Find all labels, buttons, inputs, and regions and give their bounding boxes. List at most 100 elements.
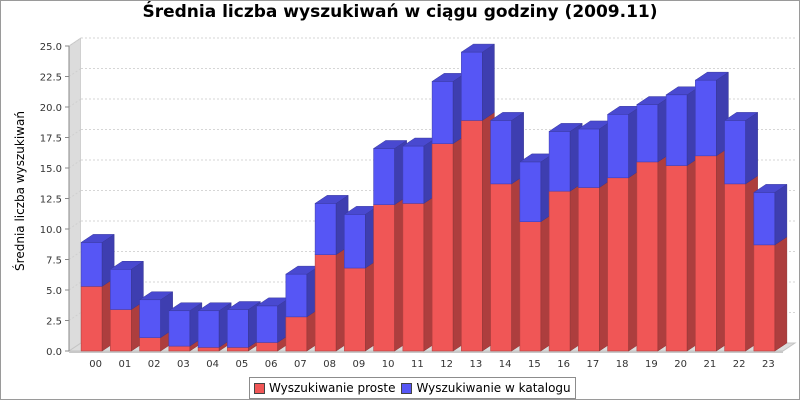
bar-top-16 [548,123,583,132]
side-wall [68,37,82,352]
x-tick-label-01: 01 [119,359,132,370]
gridline-side [68,281,82,291]
bar-side-simple-23 [774,236,788,352]
bar-top-21 [694,71,730,81]
x-tick-label-19: 19 [645,359,658,370]
bar-simple-16 [548,190,571,352]
bar-top-00 [80,234,115,243]
x-tick-label-11: 11 [411,359,424,370]
bar-simple-11 [402,203,425,352]
x-tick-label-23: 23 [762,359,775,370]
x-tick-label-02: 02 [148,359,161,370]
gridline-side [68,312,82,321]
bar-catalog-01 [110,268,132,310]
y-tick-label: 5.0 [46,286,62,297]
bar-catalog-19 [636,104,659,163]
legend-item-catalog: Wyszukiwanie w katalogu [401,381,571,395]
bar-simple-17 [578,187,600,352]
x-tick-label-17: 17 [587,359,600,370]
bar-simple-15 [519,221,542,352]
legend-swatch-simple [254,382,265,394]
y-tick-label: 12.5 [40,195,62,206]
x-tick-label-21: 21 [704,359,717,370]
bar-simple-02 [139,337,161,352]
bar-catalog-18 [607,114,629,179]
x-tick-label-00: 00 [89,359,102,370]
bar-simple-06 [256,342,278,352]
bar-simple-23 [753,244,776,352]
bar-catalog-13 [461,51,483,121]
bar-top-22 [723,112,759,121]
bar-catalog-07 [285,273,308,318]
bar-simple-07 [285,316,308,352]
x-tick-label-08: 08 [323,359,336,370]
bar-catalog-16 [548,131,571,192]
x-tick-label-16: 16 [557,359,570,370]
y-tick-label: 15.0 [40,164,62,175]
gridline-side [68,220,82,230]
floor-edge [69,351,783,353]
bar-catalog-09 [344,214,366,269]
bar-top-05 [226,301,262,310]
bar-catalog-12 [431,81,454,144]
bar-top-23 [753,184,788,193]
x-tick-label-13: 13 [470,359,483,370]
y-tick-label: 7.5 [46,256,62,267]
y-tick-label: 22.5 [40,73,62,84]
bar-side-catalog-22 [745,111,758,185]
bar-simple-14 [490,183,512,352]
legend-label-simple: Wyszukiwanie proste [269,381,396,395]
bar-simple-09 [344,267,366,352]
bar-catalog-10 [373,148,395,205]
bar-catalog-06 [256,305,278,343]
bar-simple-12 [431,143,454,352]
bar-simple-03 [168,345,191,352]
y-tick-label: 17.5 [40,134,62,145]
bar-simple-08 [314,254,337,352]
bar-simple-00 [80,286,103,352]
bar-side-catalog-23 [774,183,788,246]
bar-catalog-17 [578,128,600,188]
bar-catalog-04 [197,310,220,348]
bar-catalog-00 [80,242,103,287]
bar-catalog-14 [490,120,512,185]
gridline-side [68,251,82,260]
bar-catalog-02 [139,299,161,338]
bar-top-14 [489,112,525,121]
bar-top-02 [138,291,174,301]
legend-item-simple: Wyszukiwanie proste [254,381,395,395]
bar-catalog-11 [402,145,425,204]
bar-top-03 [168,302,203,311]
gridline-side [68,68,82,77]
x-tick-label-15: 15 [528,359,541,370]
y-tick-label: 0.0 [46,347,62,358]
y-tick-label: 25.0 [40,42,62,53]
bar-top-04 [197,302,232,311]
bar-simple-04 [197,347,220,352]
bar-simple-21 [695,155,717,352]
x-tick-label-18: 18 [616,359,629,370]
x-tick-label-04: 04 [206,359,219,370]
gridline-side [68,129,82,138]
bar-top-13 [460,43,496,53]
bar-simple-18 [607,177,629,352]
y-tick-label: 2.5 [46,317,62,328]
bar-top-10 [372,140,408,149]
bar-simple-05 [227,347,249,352]
gridline-side [68,159,82,169]
bar-catalog-08 [314,203,337,255]
gridline-side [68,37,82,47]
legend-swatch-catalog [401,382,413,394]
bar-catalog-20 [665,94,688,166]
bar-catalog-03 [168,310,191,347]
bar-top-08 [314,195,349,204]
bar-catalog-21 [695,79,717,157]
x-tick-label-03: 03 [177,359,190,370]
bar-simple-13 [461,120,483,352]
gridline-side [68,98,82,108]
x-tick-label-14: 14 [499,359,512,370]
bar-side-catalog-13 [482,43,495,121]
bar-catalog-23 [753,192,776,246]
gridline-side [68,190,82,199]
